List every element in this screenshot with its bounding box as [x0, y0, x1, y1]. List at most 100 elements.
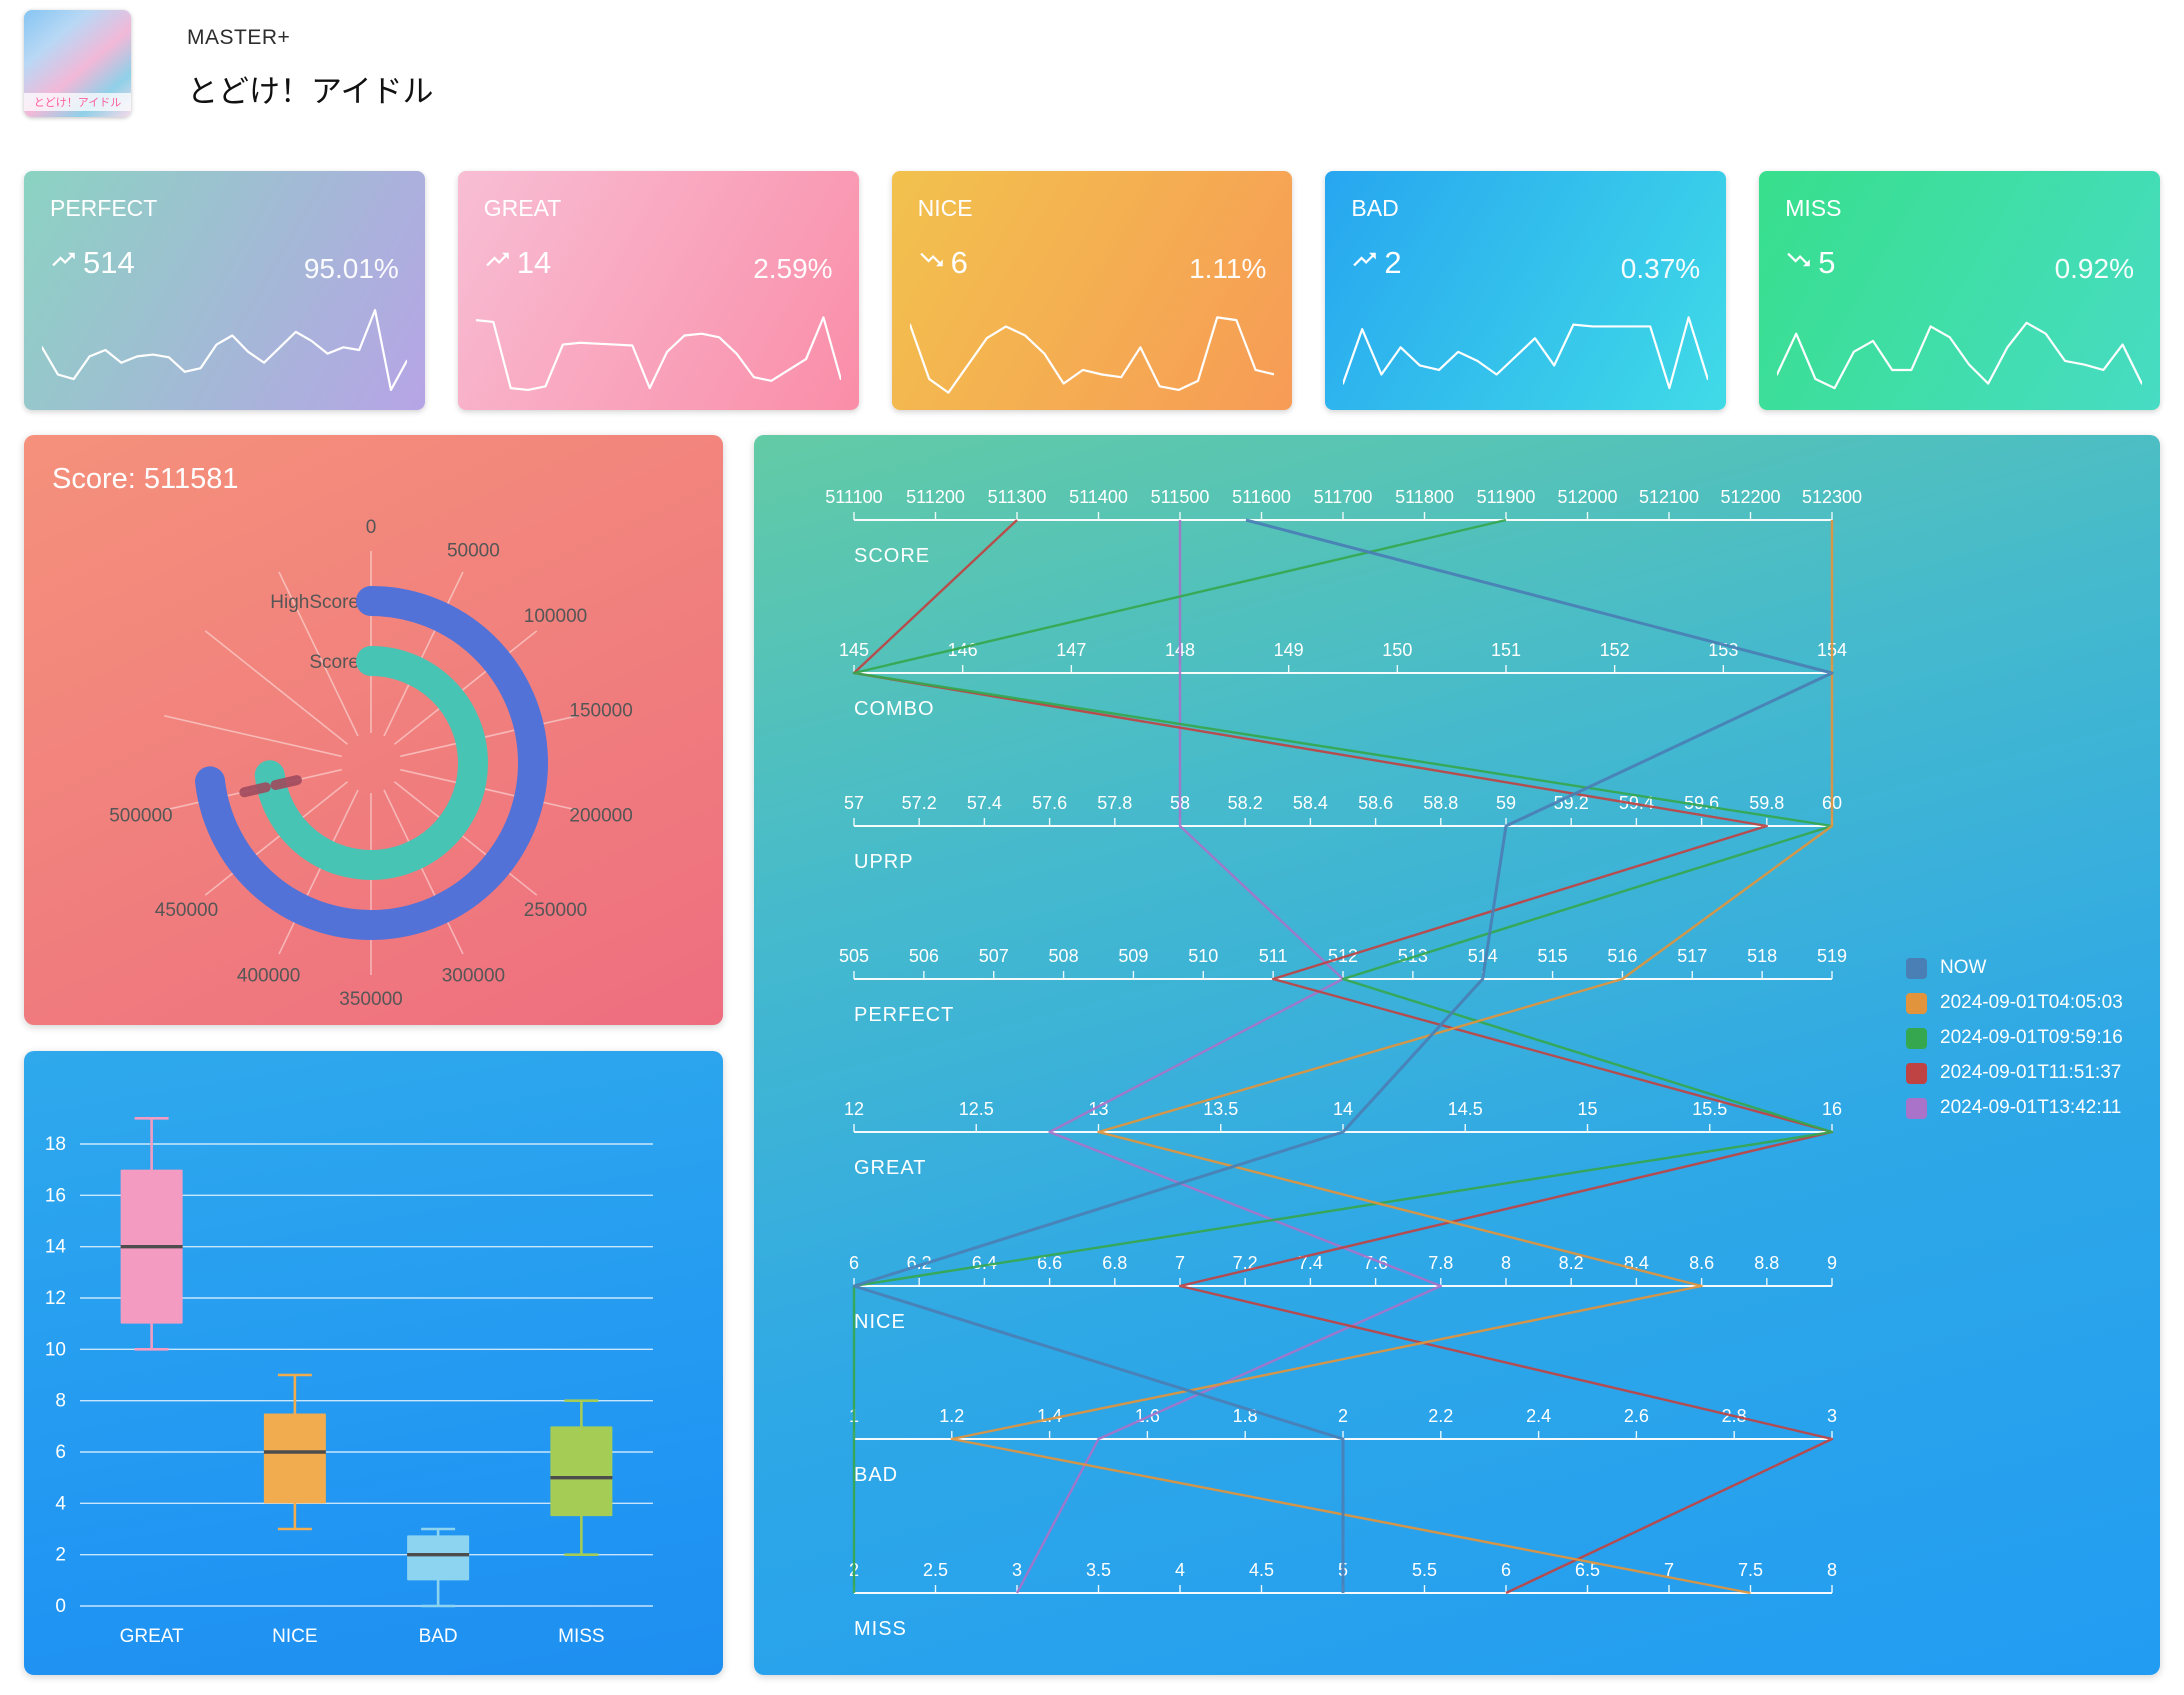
- score-radial-panel: Score: 511581 0 50000 100000 150000 200000 25…: [24, 435, 723, 1025]
- stat-count: 14: [516, 245, 552, 280]
- legend-label: 2024-09-01T13:42:11: [1940, 1097, 2122, 1118]
- album-art-caption: とどけ！アイドル: [24, 93, 131, 111]
- stat-card-nice: NICE 6 1.11%: [891, 171, 1293, 410]
- svg-text:COMBO: COMBO: [854, 698, 935, 720]
- svg-text:514: 514: [1468, 946, 1498, 966]
- svg-text:511700: 511700: [1314, 487, 1373, 507]
- svg-text:58.8: 58.8: [1423, 793, 1458, 813]
- svg-text:100000: 100000: [524, 606, 587, 627]
- svg-text:150000: 150000: [569, 700, 632, 721]
- svg-text:250000: 250000: [524, 900, 587, 921]
- svg-text:510: 510: [1188, 946, 1218, 966]
- svg-text:200000: 200000: [569, 806, 632, 827]
- legend-item-now[interactable]: NOW: [1906, 957, 2123, 979]
- legend-swatch: [1906, 1097, 1927, 1119]
- score-radial-chart: 0 50000 100000 150000 200000 250000 300000 3500…: [24, 435, 723, 1025]
- svg-text:518: 518: [1747, 946, 1777, 966]
- legend-item-2024-09-01t09-59-16[interactable]: 2024-09-01T09:59:16: [1906, 1027, 2123, 1049]
- legend-label: NOW: [1940, 957, 1987, 978]
- stat-percent: 2.59%: [753, 253, 833, 284]
- chart-legend: NOW 2024-09-01T04:05:03 2024-09-01T09:59:1…: [1906, 957, 2123, 1119]
- svg-text:512100: 512100: [1639, 487, 1699, 507]
- svg-text:2.5: 2.5: [923, 1560, 948, 1580]
- legend-swatch: [1906, 1027, 1927, 1049]
- svg-text:8: 8: [1827, 1560, 1837, 1580]
- svg-text:57: 57: [844, 793, 864, 813]
- song-header: とどけ！アイドル MASTER+ とどけ！アイドル: [24, 10, 433, 117]
- legend-swatch: [1906, 957, 1927, 979]
- svg-text:300000: 300000: [442, 966, 505, 987]
- svg-text:GREAT: GREAT: [120, 1626, 184, 1647]
- svg-text:3: 3: [1827, 1406, 1837, 1426]
- svg-text:50000: 50000: [447, 540, 500, 561]
- svg-text:6: 6: [55, 1442, 66, 1463]
- svg-text:6.6: 6.6: [1037, 1253, 1062, 1273]
- svg-text:1.4: 1.4: [1037, 1406, 1062, 1426]
- stat-count: 514: [83, 245, 135, 280]
- legend-item-2024-09-01t04-05-03[interactable]: 2024-09-01T04:05:03: [1906, 992, 2123, 1014]
- svg-text:BAD: BAD: [419, 1626, 458, 1647]
- legend-label: 2024-09-01T04:05:03: [1940, 992, 2123, 1013]
- legend-swatch: [1906, 992, 1927, 1014]
- judgement-boxplot-chart: 0 2 4 6 8 10 12 14 16 18 GREAT NICE BAD MISS: [24, 1051, 723, 1675]
- svg-text:59.8: 59.8: [1749, 793, 1784, 813]
- stat-percent: 0.37%: [1620, 253, 1701, 284]
- svg-text:400000: 400000: [237, 966, 300, 987]
- stat-count: 5: [1818, 245, 1836, 280]
- svg-text:59: 59: [1496, 793, 1516, 813]
- svg-text:512200: 512200: [1720, 487, 1780, 507]
- svg-text:NICE: NICE: [272, 1626, 317, 1647]
- svg-text:7.5: 7.5: [1738, 1560, 1763, 1580]
- trend-up-icon: [484, 245, 511, 281]
- stat-percent: 0.92%: [2054, 253, 2134, 284]
- svg-text:151: 151: [1491, 640, 1521, 660]
- svg-text:2.6: 2.6: [1624, 1406, 1649, 1426]
- svg-text:14: 14: [45, 1237, 67, 1258]
- svg-text:7: 7: [1664, 1560, 1674, 1580]
- svg-text:519: 519: [1817, 946, 1847, 966]
- stat-count: 6: [950, 245, 968, 280]
- sparkline-chart: [1777, 298, 2142, 400]
- svg-text:9: 9: [1827, 1253, 1837, 1273]
- svg-text:150: 150: [1382, 640, 1412, 660]
- svg-text:1.2: 1.2: [939, 1406, 964, 1426]
- stat-cards-row: PERFECT 514 95.01% GREAT 14 2.59% NICE 6…: [24, 171, 2160, 410]
- stat-card-miss: MISS 5 0.92%: [1759, 171, 2160, 410]
- svg-text:57.6: 57.6: [1032, 793, 1067, 813]
- svg-text:HighScore: HighScore: [270, 592, 359, 613]
- svg-text:4.5: 4.5: [1249, 1560, 1274, 1580]
- svg-text:511200: 511200: [906, 487, 965, 507]
- svg-text:511300: 511300: [988, 487, 1047, 507]
- legend-item-2024-09-01t11-51-37[interactable]: 2024-09-01T11:51:37: [1906, 1062, 2123, 1084]
- svg-text:UPRP: UPRP: [854, 851, 914, 873]
- svg-text:153: 153: [1708, 640, 1738, 660]
- svg-text:12: 12: [45, 1288, 66, 1309]
- history-parallel-chart: 511100 511200 511300 511400 511500 511600 5117…: [754, 435, 2160, 1675]
- stat-card-count-row: 5 0.92%: [1785, 241, 2134, 285]
- trend-up-icon: [1351, 245, 1378, 281]
- sparkline-chart: [1343, 298, 1708, 400]
- svg-text:0: 0: [366, 517, 377, 538]
- svg-text:6.4: 6.4: [972, 1253, 997, 1273]
- svg-text:6.8: 6.8: [1102, 1253, 1127, 1273]
- svg-text:149: 149: [1274, 640, 1304, 660]
- svg-text:58.4: 58.4: [1293, 793, 1328, 813]
- svg-text:3: 3: [1012, 1560, 1022, 1580]
- svg-text:511800: 511800: [1395, 487, 1454, 507]
- svg-text:5.5: 5.5: [1412, 1560, 1437, 1580]
- svg-text:2: 2: [55, 1545, 66, 1566]
- svg-text:8.2: 8.2: [1559, 1253, 1584, 1273]
- legend-item-2024-09-01t13-42-11[interactable]: 2024-09-01T13:42:11: [1906, 1097, 2123, 1119]
- svg-text:507: 507: [979, 946, 1009, 966]
- svg-text:515: 515: [1538, 946, 1568, 966]
- judgement-boxplot-panel: 0 2 4 6 8 10 12 14 16 18 GREAT NICE BAD MISS: [24, 1051, 723, 1675]
- svg-text:16: 16: [45, 1185, 66, 1206]
- svg-text:8.8: 8.8: [1754, 1253, 1779, 1273]
- svg-text:0: 0: [55, 1596, 66, 1617]
- svg-text:16: 16: [1822, 1099, 1842, 1119]
- svg-text:7.4: 7.4: [1298, 1253, 1323, 1273]
- svg-text:3.5: 3.5: [1086, 1560, 1111, 1580]
- svg-text:58.2: 58.2: [1228, 793, 1263, 813]
- svg-text:511500: 511500: [1151, 487, 1210, 507]
- trend-down-icon: [918, 245, 945, 281]
